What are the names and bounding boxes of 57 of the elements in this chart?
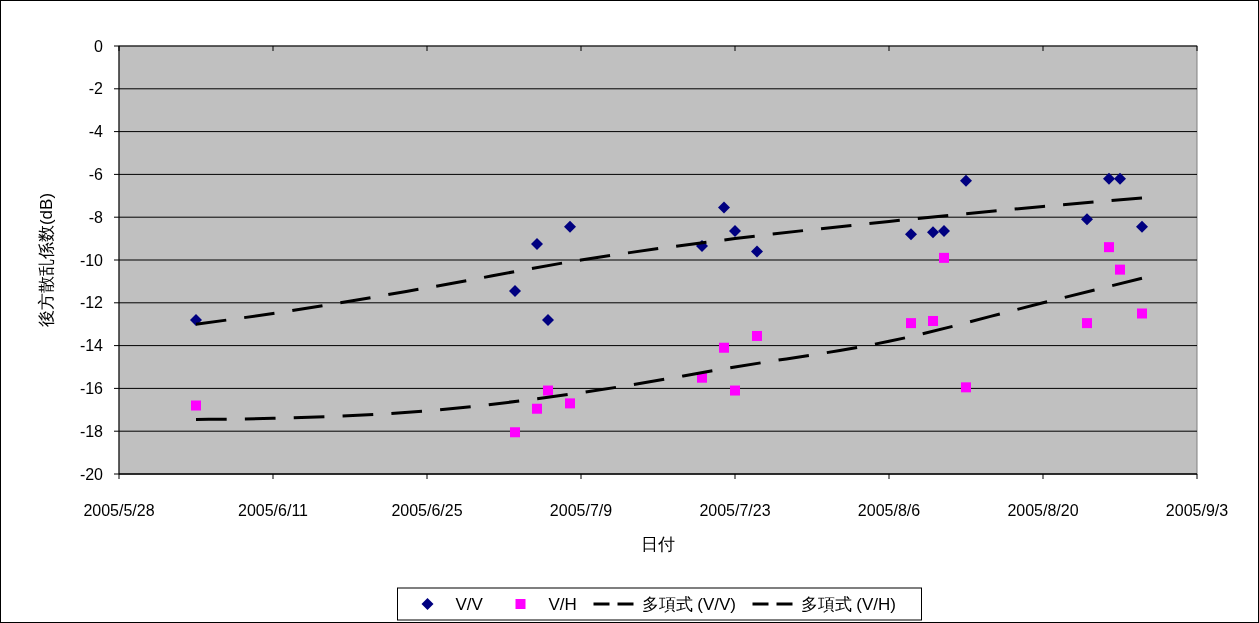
point (543, 385, 553, 396)
point (542, 313, 554, 326)
point (751, 245, 763, 258)
point (1136, 220, 1148, 233)
y-axis-title: 後方散乱係数(dB) (37, 192, 56, 328)
y-tick-label: -8 (88, 208, 104, 226)
y-tick-label: -6 (88, 166, 104, 183)
y-tick-label: -18 (79, 422, 104, 440)
y-tick-label: -14 (79, 337, 104, 355)
point (532, 403, 542, 414)
point (564, 220, 576, 233)
point (939, 252, 949, 263)
y-tick-label: -4 (88, 123, 104, 141)
point (729, 225, 741, 238)
legend-label: 多項式 (V/H) (800, 594, 896, 614)
x-tick-label: 2005/7/23 (699, 502, 771, 519)
x-tick-label: 2005/8/20 (1007, 502, 1079, 519)
x-tick-label: 2005/8/6 (857, 502, 921, 519)
point (1082, 318, 1092, 329)
y-tick-label: -16 (79, 380, 104, 397)
x-tick-label: 2005/7/9 (549, 502, 613, 519)
point (510, 427, 520, 438)
legend-label: 多項式 (V/V) (641, 594, 736, 614)
point (1115, 264, 1125, 275)
point (509, 285, 521, 298)
x-axis-title: 日付 (641, 535, 675, 554)
point (906, 318, 916, 329)
point (752, 330, 762, 341)
legend-label: V/H (548, 594, 577, 614)
y-tick-label: -2 (88, 80, 104, 98)
y-tick-label: 0 (94, 37, 104, 55)
x-tick-label: 2005/5/28 (83, 502, 155, 519)
point (730, 385, 740, 396)
point (718, 201, 730, 214)
point (565, 398, 575, 409)
point (1103, 172, 1115, 185)
x-tick-label: 2005/6/11 (238, 502, 309, 519)
point (1137, 308, 1147, 319)
point (531, 237, 543, 250)
x-tick-label: 2005/9/3 (1165, 502, 1229, 519)
point (960, 174, 972, 187)
point (927, 226, 939, 239)
legend-label: V/V (455, 594, 484, 614)
point (928, 315, 938, 326)
point (1104, 242, 1114, 253)
y-tick-label: -10 (79, 251, 104, 269)
point (1114, 172, 1126, 185)
point (905, 228, 917, 241)
point (961, 382, 971, 393)
point (1081, 213, 1093, 226)
point (191, 400, 201, 411)
point (719, 342, 729, 353)
point (938, 225, 950, 238)
y-tick-label: -20 (79, 465, 104, 483)
y-tick-label: -12 (79, 294, 104, 312)
point (190, 313, 202, 326)
x-tick-label: 2005/6/25 (391, 502, 463, 519)
